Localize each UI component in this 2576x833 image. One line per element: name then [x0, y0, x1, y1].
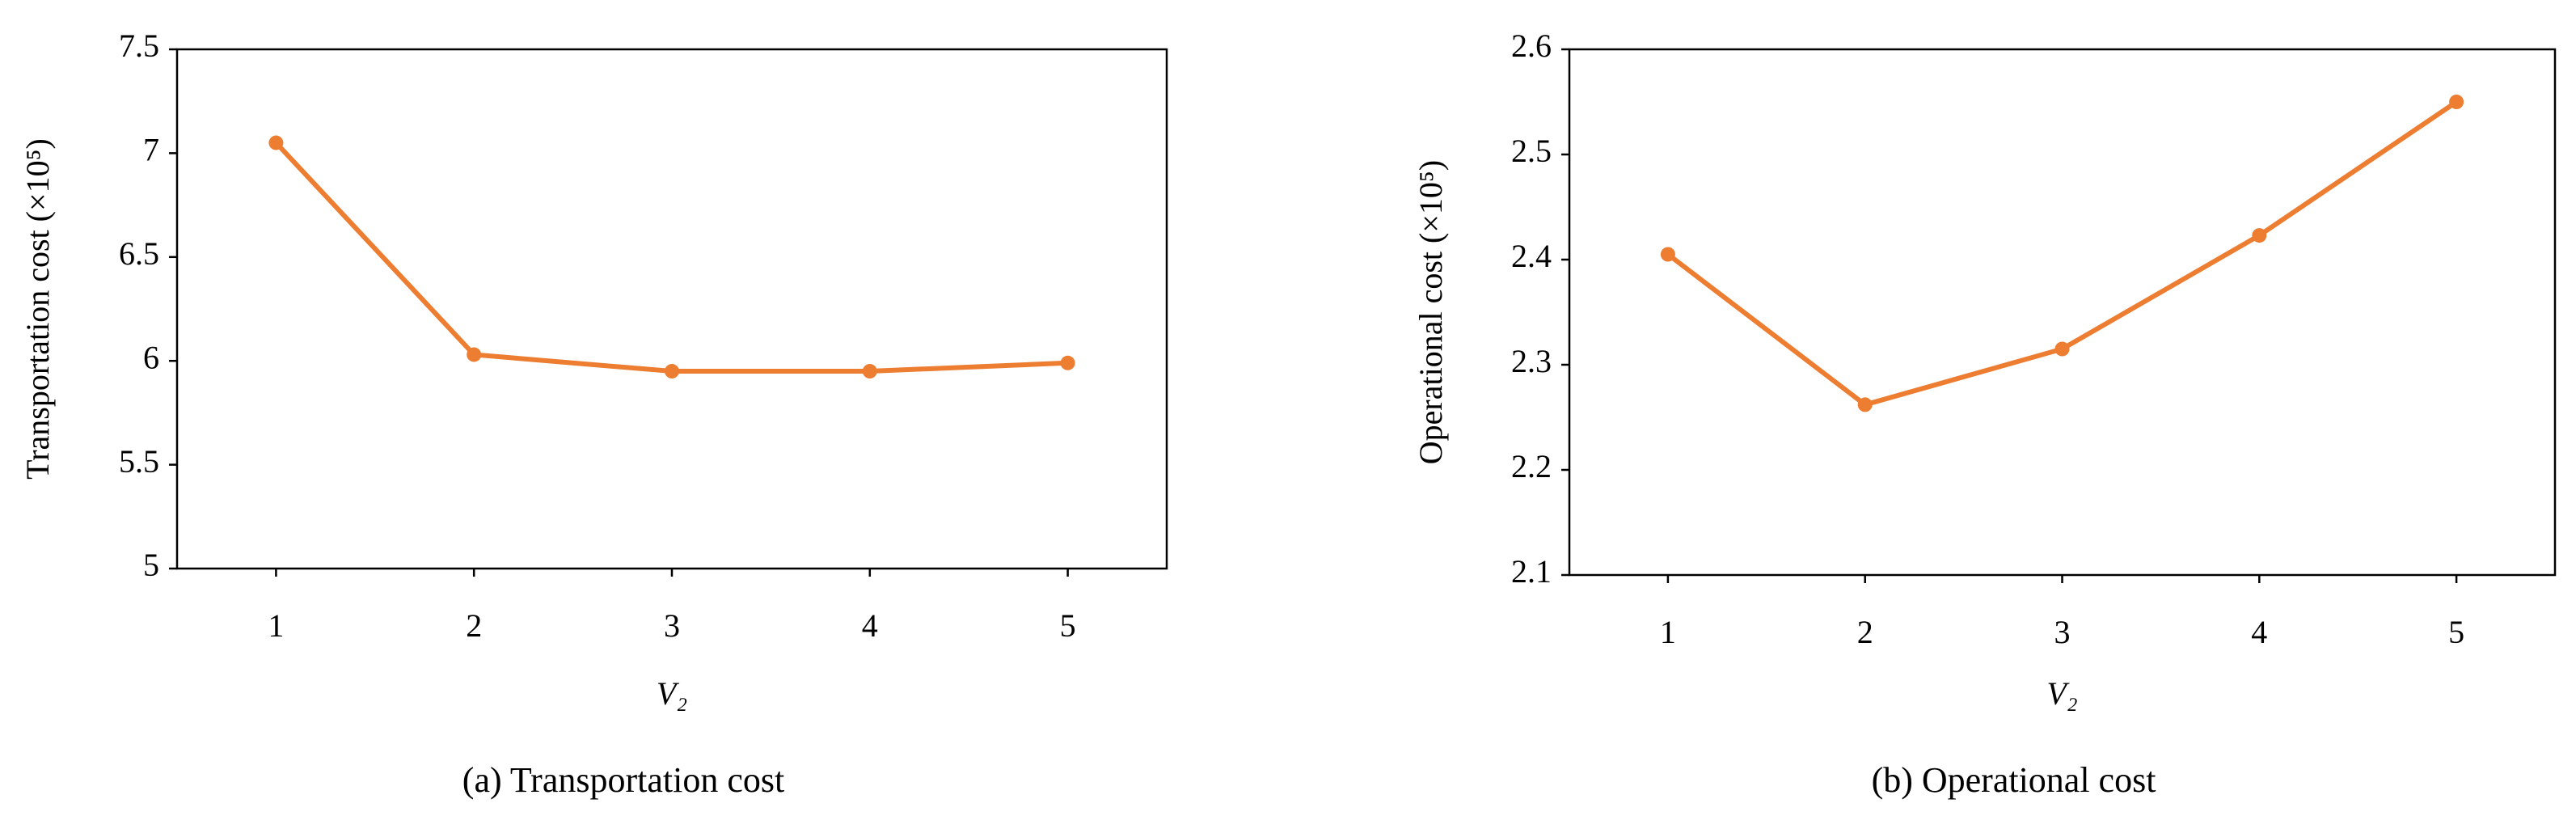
line [1666, 99, 2458, 408]
caption: (b) Operational cost [1872, 760, 2156, 800]
y-tick-label: 2.2 [1511, 448, 1552, 484]
marker [2054, 341, 2070, 357]
marker [268, 135, 284, 150]
x-axis-label: V₂ [2046, 675, 2077, 712]
x-tick-label: 5 [2448, 614, 2464, 650]
x-tick-label: 1 [1660, 614, 1676, 650]
line [274, 141, 1068, 374]
y-tick-label: 6 [143, 339, 159, 375]
marker [467, 347, 482, 362]
x-tick-label: 3 [2054, 614, 2071, 650]
y-tick-label: 7 [143, 132, 159, 168]
y-tick-label: 2.3 [1511, 343, 1552, 379]
y-tick-label: 6.5 [119, 235, 159, 272]
marker [1857, 397, 1873, 412]
x-tick-label: 2 [466, 607, 482, 644]
caption: (a) Transportation cost [462, 760, 784, 800]
y-tick-label: 2.1 [1511, 553, 1552, 590]
y-tick-label: 2.5 [1511, 133, 1552, 169]
y-tick-label: 7.5 [119, 27, 159, 64]
x-tick-label: 4 [2251, 614, 2267, 650]
y-tick-label: 5.5 [119, 443, 159, 480]
plot-frame [175, 48, 1168, 570]
y-tick-label: 2.6 [1511, 27, 1552, 64]
marker [1060, 355, 1075, 370]
marker [862, 364, 877, 379]
y-axis-label: Transportation cost (×10⁵) [19, 138, 56, 480]
y-tick-label: 2.4 [1511, 238, 1552, 274]
x-axis-label: V₂ [657, 675, 687, 712]
x-tick-label: 2 [1857, 614, 1873, 650]
plot-frame [1568, 48, 2557, 577]
marker [2449, 95, 2464, 109]
y-axis-label: Operational cost (×10⁵) [1413, 160, 1449, 464]
y-tick-label: 5 [143, 547, 159, 583]
marker [665, 364, 679, 379]
marker [1660, 247, 1675, 262]
x-tick-label: 4 [862, 607, 878, 644]
x-tick-label: 1 [268, 607, 284, 644]
marker [2252, 228, 2267, 243]
x-tick-label: 3 [664, 607, 680, 644]
x-tick-label: 5 [1060, 607, 1076, 644]
